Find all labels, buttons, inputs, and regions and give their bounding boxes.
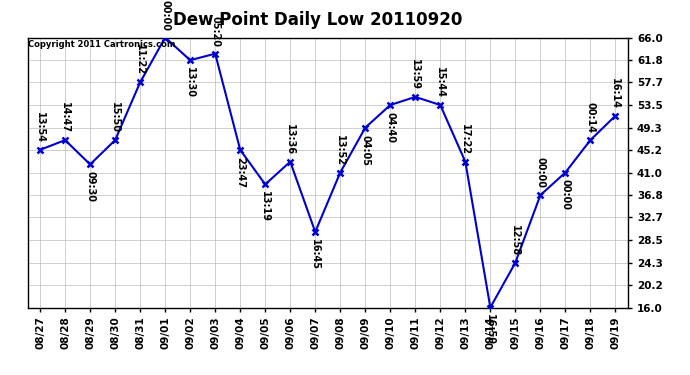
Text: 13:59: 13:59	[411, 59, 420, 90]
Text: 17:22: 17:22	[460, 124, 471, 155]
Text: 14:47: 14:47	[60, 102, 70, 133]
Text: 23:47: 23:47	[235, 157, 245, 188]
Text: 13:54: 13:54	[35, 112, 45, 143]
Text: 13:19: 13:19	[260, 191, 270, 222]
Text: 00:00: 00:00	[160, 0, 170, 30]
Text: 11:22: 11:22	[135, 44, 145, 75]
Text: 05:20: 05:20	[210, 16, 220, 47]
Text: 16:14: 16:14	[611, 78, 620, 109]
Text: 09:30: 09:30	[85, 171, 95, 202]
Text: 00:14: 00:14	[585, 102, 595, 133]
Text: 16:50: 16:50	[485, 315, 495, 345]
Text: 00:00: 00:00	[535, 157, 545, 188]
Text: 04:05: 04:05	[360, 135, 371, 166]
Text: Copyright 2011 Cartronics.com: Copyright 2011 Cartronics.com	[28, 40, 176, 49]
Text: 13:36: 13:36	[285, 124, 295, 155]
Text: 04:40: 04:40	[385, 112, 395, 143]
Text: 16:45: 16:45	[310, 239, 320, 270]
Text: 12:58: 12:58	[511, 225, 520, 256]
Text: 13:52: 13:52	[335, 135, 345, 165]
Text: 15:50: 15:50	[110, 102, 120, 133]
Text: Dew Point Daily Low 20110920: Dew Point Daily Low 20110920	[172, 11, 462, 29]
Text: 15:44: 15:44	[435, 67, 445, 98]
Text: 13:30: 13:30	[185, 67, 195, 98]
Text: 00:00: 00:00	[560, 180, 571, 210]
